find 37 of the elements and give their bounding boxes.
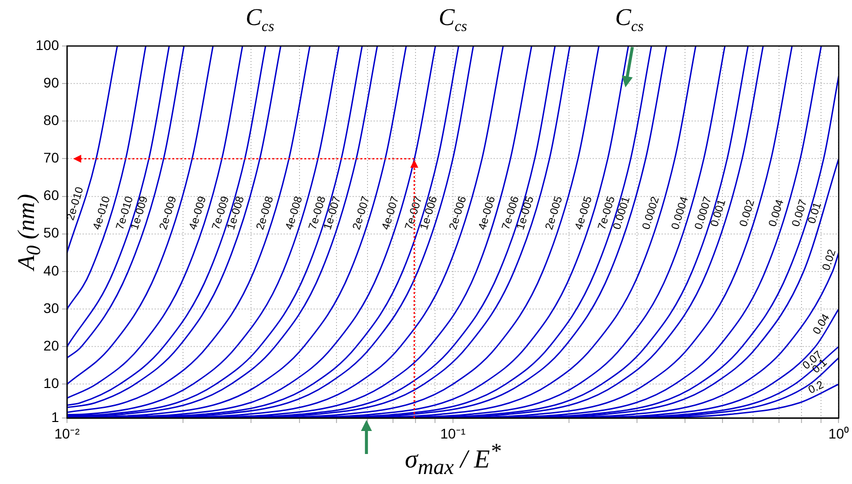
- text: 0.0004: [669, 195, 691, 232]
- y-tick-label: 80: [43, 112, 60, 128]
- text: 4e-008: [284, 195, 306, 232]
- x-tick-label: 10⁰: [828, 425, 850, 442]
- text: C$_{cs}$: [246, 5, 274, 35]
- text: 4e-009: [187, 195, 209, 232]
- text: 2e-010: [64, 186, 86, 222]
- y-tick-label: 1: [51, 408, 60, 425]
- text: 2e-005: [543, 195, 566, 232]
- y-tick-label: 40: [43, 262, 60, 278]
- text: 0.02: [820, 248, 839, 272]
- text: 0.01: [806, 201, 824, 226]
- text: 2e-006: [447, 195, 470, 232]
- y-tick-label: 70: [43, 150, 60, 166]
- x-axis-title: σ$_{max}$ / E$^{*}$: [404, 439, 501, 480]
- y-tick-label: 60: [43, 187, 60, 204]
- text: 4e-007: [380, 195, 402, 232]
- y-tick-label: 50: [43, 224, 60, 241]
- text: 0.004: [766, 198, 786, 228]
- text: 4e-006: [476, 195, 498, 232]
- text: 2e-007: [350, 195, 372, 232]
- y-tick-label: 100: [36, 36, 60, 53]
- annotation: C$_{cs}$: [615, 5, 644, 35]
- text: 0.0002: [640, 195, 662, 232]
- text: 0.002: [738, 198, 758, 228]
- y-tick-label: 10: [43, 375, 60, 392]
- y-tick-label: 30: [43, 300, 60, 316]
- y-tick-label: 20: [43, 337, 60, 354]
- text: 0.2: [806, 379, 826, 396]
- text: 4e-010: [91, 195, 113, 232]
- text: 4e-005: [573, 195, 595, 232]
- x-tick-label: 10⁻¹: [440, 425, 466, 442]
- text: 2e-009: [158, 195, 180, 232]
- x-tick-label: 10⁻²: [54, 425, 80, 442]
- text: C$_{cs}$: [438, 5, 468, 35]
- text: 2e-008: [254, 195, 276, 232]
- y-tick-label: 90: [43, 74, 60, 90]
